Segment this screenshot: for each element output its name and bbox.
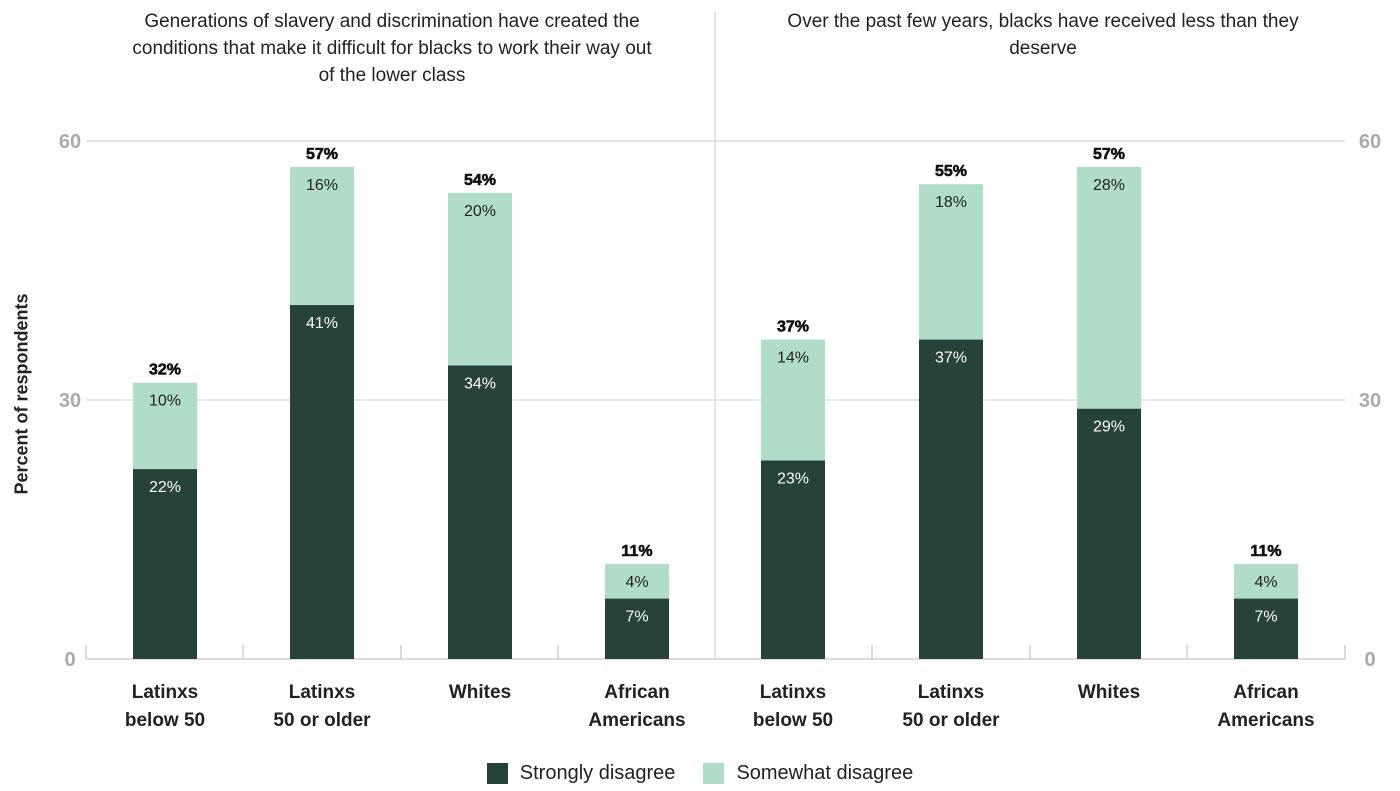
bar-somewhat-disagree [1234,564,1298,599]
x-tick-label: 50 or older [902,710,1000,731]
data-label-total: 57% [306,146,338,163]
data-label-strongly: 37% [935,350,967,367]
panel-title-right: Over the past few years, blacks have rec… [787,11,1299,59]
grid-lines [85,12,1346,660]
data-label-strongly: 41% [306,315,338,332]
data-label-somewhat: 14% [777,350,809,367]
y-tick-label-right: 0 [1364,649,1375,671]
data-label-total: 57% [1093,146,1125,163]
data-label-somewhat: 16% [306,177,338,194]
bar-strongly-disagree [1077,408,1141,659]
data-label-somewhat: 10% [149,393,181,410]
data-label-strongly: 22% [149,479,181,496]
legend: Strongly disagree Somewhat disagree [0,762,1400,785]
data-label-strongly: 7% [625,609,648,626]
data-label-somewhat: 18% [935,194,967,211]
legend-item-somewhat: Somewhat disagree [703,762,913,785]
x-tick-label: Latinxs [289,682,356,703]
x-tick-labels: Latinxs below 50 Latinxs 50 or older Whites A… [125,682,1315,731]
data-label-total: 37% [777,319,809,336]
data-label-somewhat: 20% [464,203,496,220]
bars [133,166,1298,659]
bar-somewhat-disagree [919,184,983,340]
x-tick-label: Latinxs [918,682,985,703]
bar-somewhat-disagree [448,192,512,366]
data-label-total: 54% [464,172,496,189]
data-label-total: 55% [935,163,967,180]
x-tick-label: Americans [1217,710,1314,731]
panel-title-left: Generations of slavery and discriminatio… [132,11,652,86]
bar-strongly-disagree [1234,598,1298,659]
y-tick-label-left: 0 [64,649,75,671]
x-tick-label: Americans [588,710,685,731]
x-tick-label: African [604,682,669,703]
x-tick-label: Latinxs [760,682,827,703]
bar-somewhat-disagree [290,166,354,306]
x-tick-label: 50 or older [273,710,371,731]
legend-swatch-strongly [486,763,508,784]
y-axis-label: Percent of respondents [11,293,32,495]
y-tick-labels: 0 0 30 30 60 60 [59,131,1381,671]
bar-strongly-disagree [290,305,354,659]
bar-strongly-disagree [761,460,825,659]
x-tick-label: Whites [1078,682,1140,703]
x-tick-label: African [1233,682,1298,703]
y-tick-label-right: 30 [1359,390,1381,412]
y-tick-label-left: 60 [59,131,81,153]
x-tick-label: Latinxs [132,682,199,703]
y-tick-label-right: 60 [1359,131,1381,153]
bar-strongly-disagree [919,339,983,659]
legend-label-strongly: Strongly disagree [519,762,676,784]
data-label-total: 32% [149,362,181,379]
x-tick-label: below 50 [125,710,205,731]
legend-item-strongly: Strongly disagree [486,762,676,785]
x-tick-label: below 50 [753,710,833,731]
data-label-total: 11% [621,543,652,560]
data-label-total: 11% [1250,543,1281,560]
x-tick-label: Whites [449,682,511,703]
data-label-strongly: 29% [1093,419,1125,436]
legend-swatch-somewhat [703,763,725,784]
data-label-strongly: 7% [1254,609,1277,626]
bar-somewhat-disagree [133,382,197,470]
data-label-strongly: 34% [464,375,496,392]
bar-somewhat-disagree [761,339,825,461]
bar-strongly-disagree [133,469,197,659]
legend-label-somewhat: Somewhat disagree [736,762,914,784]
data-labels: 22% 10% 32% 41% 16% 57% 34% 20% 54% 7% 4% 11% 23% 14%… [149,146,1282,626]
y-tick-label-left: 30 [59,390,81,412]
data-label-somewhat: 28% [1093,177,1125,194]
data-label-somewhat: 4% [625,574,648,591]
bar-somewhat-disagree [1077,166,1141,409]
bar-strongly-disagree [448,365,512,659]
data-label-somewhat: 4% [1254,574,1277,591]
bar-somewhat-disagree [605,564,669,599]
data-label-strongly: 23% [777,470,809,487]
bar-strongly-disagree [605,598,669,659]
